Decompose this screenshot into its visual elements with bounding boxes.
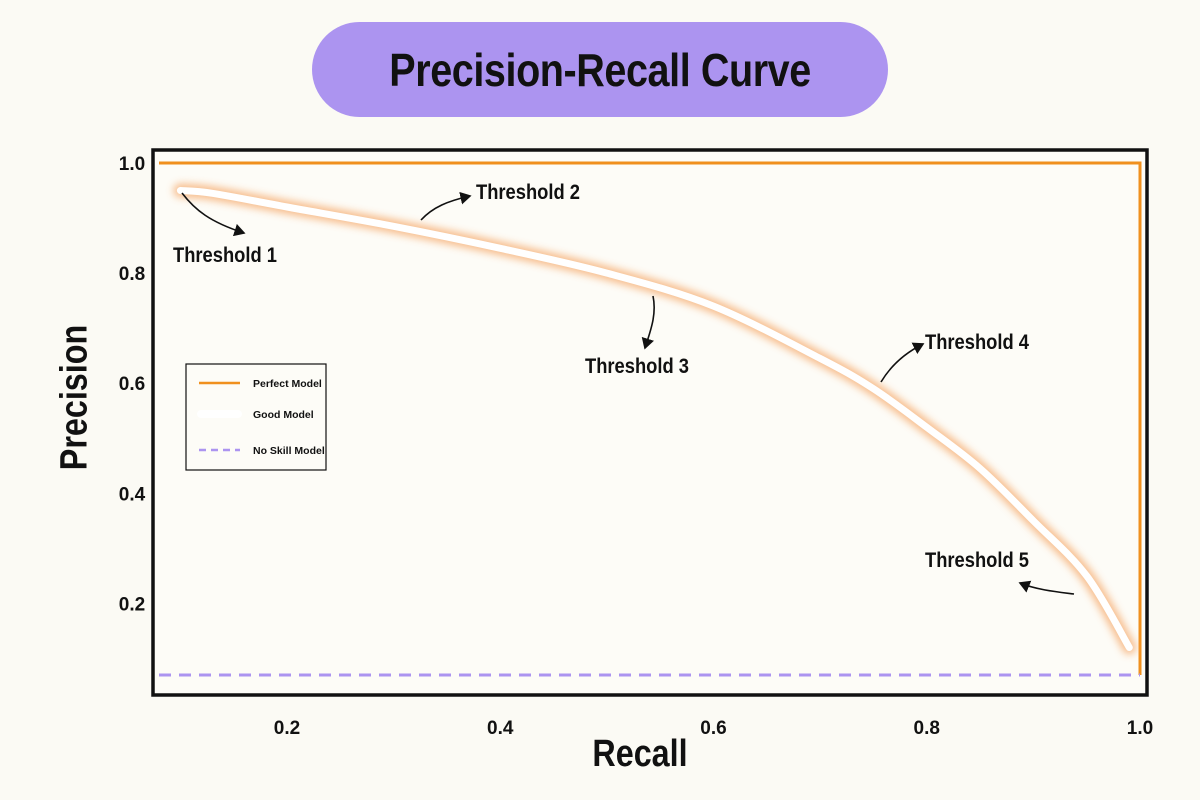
annotation-label: Threshold 5	[925, 549, 1029, 572]
legend-label-no-skill-model: No Skill Model	[253, 445, 325, 457]
annotation-label: Threshold 1	[173, 244, 277, 267]
annotation-arrow	[880, 342, 925, 383]
x-tick-label: 0.6	[700, 718, 726, 739]
x-tick-label: 1.0	[1127, 718, 1153, 739]
y-tick-label: 1.0	[119, 154, 145, 175]
x-tick-label: 0.4	[487, 718, 514, 739]
x-tick-labels: 0.2 0.4 0.6 0.8 1.0	[274, 718, 1153, 739]
x-tick-label: 0.8	[914, 718, 940, 739]
annotation-label: Threshold 2	[476, 181, 580, 204]
x-axis-label: Recall	[592, 733, 688, 775]
series-layer	[159, 161, 1142, 677]
perfect-model-line	[159, 161, 1142, 675]
good-model-line	[176, 187, 1133, 651]
y-tick-label: 0.8	[119, 264, 145, 285]
annotation-label: Threshold 3	[585, 355, 689, 378]
x-tick-label: 0.2	[274, 718, 300, 739]
annotation-arrow	[181, 192, 246, 237]
annotation-layer: Threshold 1 Threshold 2 Threshold 3 Thresho…	[173, 181, 1075, 595]
chart-title: Precision-Recall Curve	[389, 43, 811, 96]
y-tick-labels: 1.0 0.8 0.6 0.4 0.2	[119, 154, 146, 615]
y-tick-label: 0.6	[119, 374, 145, 395]
y-tick-label: 0.4	[119, 484, 146, 505]
annotation-arrow	[420, 191, 472, 221]
annotation-label: Threshold 4	[925, 331, 1029, 354]
legend-label-good-model: Good Model	[253, 409, 314, 421]
title-pill: Precision-Recall Curve	[312, 22, 888, 117]
y-tick-label: 0.2	[119, 594, 145, 615]
legend: Perfect Model Good Model No Skill Model	[185, 363, 327, 471]
annotation-arrow	[641, 295, 655, 350]
y-axis-label: Precision	[53, 324, 96, 471]
annotation-arrow	[1018, 580, 1075, 595]
legend-label-perfect-model: Perfect Model	[253, 378, 322, 390]
